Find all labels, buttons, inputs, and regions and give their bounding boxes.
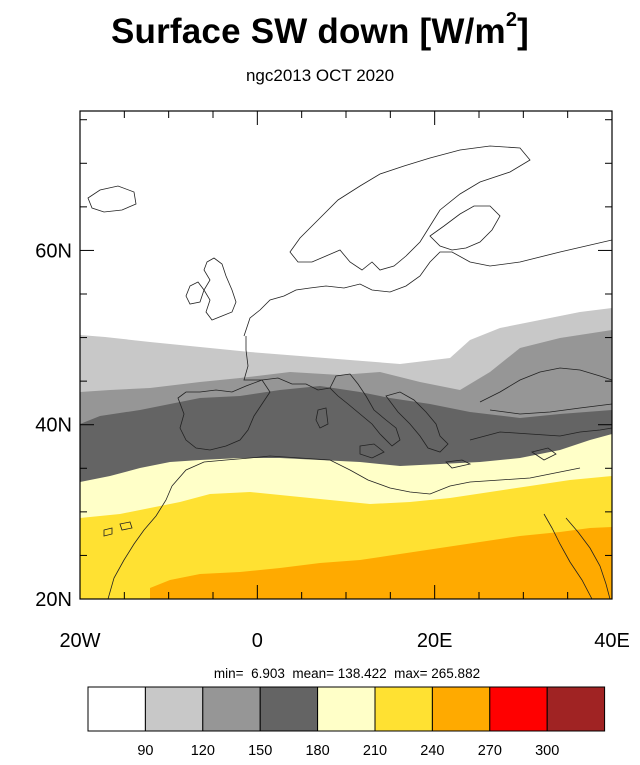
coastlines: [87, 145, 612, 599]
colorbar-labels: 90 120 150 180 210 240 270 300: [137, 743, 559, 759]
colorbar-level-label: 270: [478, 743, 502, 759]
colorbar-level-label: 150: [248, 743, 272, 759]
y-tick-label: 20N: [35, 589, 72, 611]
colorbar-box: [374, 686, 433, 732]
axis-ticks: [79, 111, 613, 600]
colorbar-box: [431, 686, 491, 732]
colorbar: [87, 686, 606, 732]
colorbar-box: [317, 686, 376, 732]
colorbar-level-label: 180: [305, 743, 329, 759]
colorbar-level-label: 120: [191, 743, 215, 759]
colorbar-level-label: 210: [363, 743, 387, 759]
colorbar-level-label: 90: [137, 743, 153, 759]
colorbar-box: [546, 686, 606, 732]
x-tick-label: 20W: [59, 630, 100, 652]
colorbar-box: [202, 686, 261, 732]
x-tick-label: 20E: [417, 630, 453, 652]
colorbar-level-label: 300: [535, 743, 559, 759]
band-orange: [150, 527, 612, 599]
colorbar-box: [144, 686, 204, 732]
y-tick-label: 40N: [35, 415, 72, 437]
colorbar-box: [87, 686, 146, 732]
x-tick-label: 0: [252, 630, 263, 652]
chart-subtitle: ngc2013 OCT 2020: [245, 66, 395, 85]
y-tick-label: 60N: [35, 240, 72, 262]
colorbar-box: [259, 686, 319, 732]
axis-tick-labels: 20W 0 20E 40E 20N 40N 60N: [35, 240, 630, 652]
chart-title: Surface SW down [W/m2]: [110, 9, 530, 51]
colorbar-box: [489, 686, 548, 732]
colorbar-level-label: 240: [420, 743, 444, 759]
x-tick-label: 40E: [594, 630, 630, 652]
field-stats: min= 6.903 mean= 138.422 max= 265.882: [213, 666, 481, 681]
